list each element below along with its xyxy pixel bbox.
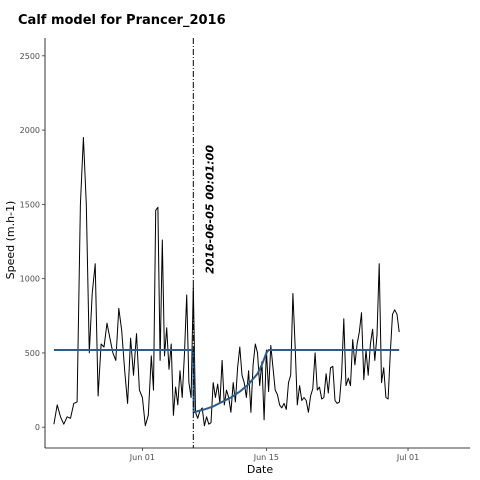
y-tick-label: 1000	[20, 275, 40, 284]
y-tick-label: 2500	[20, 52, 40, 61]
annotation-label: 2016-06-05 00:01:00	[203, 145, 216, 274]
y-axis-title: Speed (m.h-1)	[4, 201, 17, 280]
x-tick-label: Jul 01	[396, 453, 419, 462]
x-ticks: Jun 01 Jun 15 Jul 01	[129, 448, 419, 462]
speed-series-line	[53, 137, 400, 427]
x-tick-label: Jun 15	[253, 453, 279, 462]
chart-title: Calf model for Prancer_2016	[18, 13, 226, 28]
y-tick-label: 1500	[20, 200, 40, 209]
series-layer	[53, 137, 400, 427]
model-fit-line	[53, 349, 400, 414]
x-axis-title: Date	[247, 463, 274, 476]
y-tick-label: 0	[35, 423, 40, 432]
x-tick-label: Jun 01	[129, 453, 155, 462]
y-tick-label: 2000	[20, 126, 40, 135]
y-ticks: 0 500 1000 1500 2000 2500	[20, 52, 45, 432]
y-tick-label: 500	[25, 349, 40, 358]
